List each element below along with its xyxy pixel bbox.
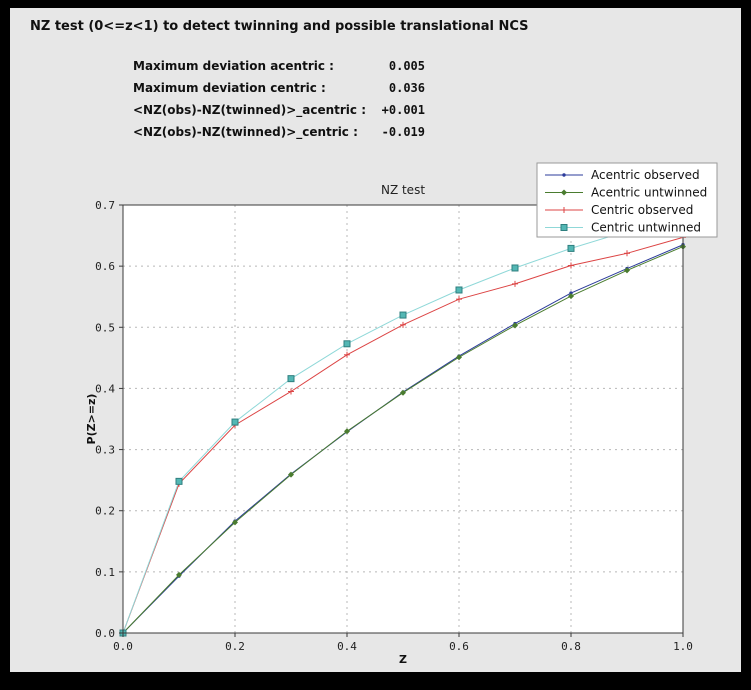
legend-label: Acentric observed <box>591 168 700 182</box>
y-tick-label: 0.6 <box>95 260 115 273</box>
y-tick-label: 0.0 <box>95 627 115 640</box>
stat-row: Maximum deviation acentric : 0.005 <box>133 55 425 77</box>
nz-test-chart: 0.0 0.2 0.4 0.6 0.8 1.0 0.0 0.1 0.2 0.3 0.4 0.5 0.6 0… <box>85 162 718 666</box>
page-title: NZ test (0<=z<1) to detect twinning and … <box>30 19 529 34</box>
y-tick-label: 0.1 <box>95 566 115 579</box>
legend-label: Acentric untwinned <box>591 186 707 200</box>
stat-row: <NZ(obs)-NZ(twinned)>_acentric : +0.001 <box>133 99 425 121</box>
x-axis-label: Z <box>399 653 407 666</box>
stat-value: +0.001 <box>381 103 425 117</box>
stat-label: <NZ(obs)-NZ(twinned)>_acentric : <box>133 103 366 117</box>
y-tick-label: 0.7 <box>95 199 115 212</box>
stat-value: 0.036 <box>388 81 425 95</box>
stat-row: <NZ(obs)-NZ(twinned)>_centric : -0.019 <box>133 121 425 143</box>
y-axis-label: P(Z>=z) <box>85 394 98 445</box>
plot-panel: NZ test (0<=z<1) to detect twinning and … <box>10 8 741 672</box>
stat-value: -0.019 <box>381 125 425 139</box>
y-tick-label: 0.4 <box>95 382 115 395</box>
x-tick-label: 1.0 <box>673 640 693 653</box>
y-tick-label: 0.5 <box>95 321 115 334</box>
stat-value: 0.005 <box>388 59 425 73</box>
x-tick-label: 0.4 <box>337 640 357 653</box>
x-tick-label: 0.0 <box>113 640 133 653</box>
legend-label: Centric observed <box>591 203 693 217</box>
stats-block: Maximum deviation acentric : 0.005 Maxim… <box>133 55 425 143</box>
plot-border <box>122 204 684 634</box>
x-tick-label: 0.2 <box>225 640 245 653</box>
stat-label: Maximum deviation centric : <box>133 81 326 95</box>
x-tick-label: 0.8 <box>561 640 581 653</box>
y-tick-label: 0.3 <box>95 444 115 457</box>
stat-row: Maximum deviation centric : 0.036 <box>133 77 425 99</box>
chart-title: NZ test <box>381 183 425 197</box>
stat-label: <NZ(obs)-NZ(twinned)>_centric : <box>133 125 358 139</box>
x-tick-label: 0.6 <box>449 640 469 653</box>
plot-area <box>123 205 683 633</box>
legend-label: Centric untwinned <box>591 221 701 235</box>
y-tick-label: 0.2 <box>95 505 115 518</box>
stat-label: Maximum deviation acentric : <box>133 59 334 73</box>
